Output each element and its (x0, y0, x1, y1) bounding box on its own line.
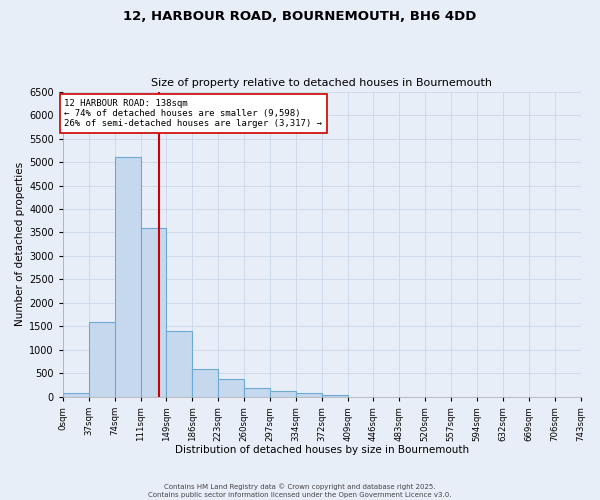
Bar (140, 228, 166, 397)
Bar (244, 388, 270, 397)
Title: Size of property relative to detached houses in Bournemouth: Size of property relative to detached ho… (151, 78, 492, 88)
Bar (63, 392, 89, 397)
Bar (115, 158, 140, 397)
Bar (218, 378, 244, 397)
Bar (270, 391, 296, 397)
Text: 12, HARBOUR ROAD, BOURNEMOUTH, BH6 4DD: 12, HARBOUR ROAD, BOURNEMOUTH, BH6 4DD (124, 10, 476, 23)
Y-axis label: Number of detached properties: Number of detached properties (15, 162, 25, 326)
Text: 12 HARBOUR ROAD: 138sqm
← 74% of detached houses are smaller (9,598)
26% of semi: 12 HARBOUR ROAD: 138sqm ← 74% of detache… (64, 98, 322, 128)
Bar (166, 331, 193, 397)
Bar (193, 368, 218, 397)
Bar (89, 322, 115, 397)
Text: Contains HM Land Registry data © Crown copyright and database right 2025.
Contai: Contains HM Land Registry data © Crown c… (148, 484, 452, 498)
Bar (322, 394, 347, 397)
X-axis label: Distribution of detached houses by size in Bournemouth: Distribution of detached houses by size … (175, 445, 469, 455)
Bar (296, 392, 322, 397)
